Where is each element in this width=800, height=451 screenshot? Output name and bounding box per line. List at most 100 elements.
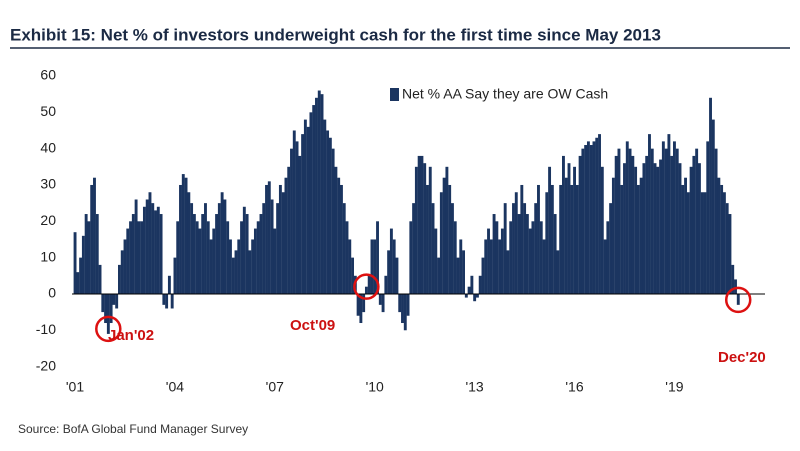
bar	[145, 199, 149, 294]
bar	[573, 166, 576, 294]
bar	[198, 228, 202, 294]
bar	[703, 192, 707, 294]
bar	[412, 203, 416, 294]
bar	[234, 250, 238, 294]
bar	[495, 221, 499, 294]
bar	[664, 148, 668, 294]
bar	[567, 163, 571, 294]
bar	[542, 239, 546, 294]
bar	[459, 239, 463, 294]
bar	[451, 203, 454, 294]
bar	[506, 250, 510, 294]
bar	[367, 275, 371, 294]
bar	[448, 184, 452, 294]
bar	[281, 192, 285, 294]
bar	[301, 134, 305, 294]
bar	[562, 155, 565, 294]
bar	[409, 221, 413, 294]
bar	[298, 155, 302, 294]
bar	[79, 257, 83, 294]
bar	[334, 166, 338, 294]
bar	[93, 177, 96, 294]
bar	[434, 228, 438, 294]
bar	[417, 155, 421, 294]
legend-swatch	[390, 88, 399, 101]
bar	[392, 239, 396, 294]
bar	[206, 221, 210, 294]
bar	[129, 221, 132, 294]
bar	[373, 239, 377, 294]
legend-label: Net % AA Say they are OW Cash	[402, 86, 608, 102]
annotation: Dec'20	[718, 349, 766, 366]
bar	[528, 228, 532, 294]
bar	[420, 155, 424, 294]
bar	[320, 94, 324, 294]
bar	[104, 293, 108, 324]
bar	[87, 221, 91, 294]
bar	[229, 239, 232, 294]
bar	[673, 141, 676, 294]
bar	[595, 137, 599, 294]
bar	[636, 184, 640, 294]
bar	[736, 293, 740, 305]
bar	[303, 119, 307, 294]
bar	[342, 203, 346, 294]
bar	[684, 177, 687, 294]
bar	[697, 163, 701, 294]
bar	[140, 221, 144, 294]
bar	[484, 239, 488, 294]
annotation: Jan'02	[108, 327, 154, 344]
bar	[73, 232, 77, 294]
bar	[620, 184, 624, 294]
bar	[95, 214, 99, 294]
y-tick-label: 40	[40, 139, 56, 155]
bar	[512, 203, 515, 294]
bar	[653, 163, 657, 294]
bar	[556, 250, 560, 294]
bar	[517, 214, 521, 294]
bar	[406, 293, 410, 316]
bar	[600, 166, 604, 294]
bar	[267, 181, 271, 294]
bar	[514, 192, 518, 294]
bar	[725, 203, 729, 294]
bar	[453, 221, 457, 294]
bar	[331, 148, 335, 294]
bar	[614, 155, 618, 294]
bar	[689, 166, 693, 294]
bar	[470, 275, 474, 294]
bar	[167, 275, 171, 294]
bar	[181, 174, 185, 294]
bar	[423, 163, 427, 294]
bar	[109, 293, 113, 324]
bar	[387, 250, 391, 294]
bar	[667, 134, 671, 294]
bar	[240, 221, 243, 294]
bar	[90, 184, 94, 294]
bar	[170, 293, 174, 309]
bar	[537, 184, 540, 294]
bar	[192, 214, 196, 294]
bar	[179, 184, 182, 294]
annotation: Oct'09	[290, 317, 335, 334]
bar	[317, 90, 321, 294]
bar	[359, 293, 363, 324]
bar	[609, 203, 613, 294]
bar	[570, 184, 574, 294]
bar	[578, 155, 582, 294]
bar	[426, 184, 429, 294]
bar	[714, 148, 718, 294]
bar	[467, 286, 471, 294]
bar	[262, 203, 266, 294]
bar	[617, 148, 621, 294]
bar	[442, 177, 446, 294]
bar	[475, 293, 479, 298]
bar	[137, 221, 141, 294]
bar	[270, 199, 274, 294]
bar	[326, 130, 330, 294]
bar	[670, 155, 674, 294]
chart-title: Exhibit 15: Net % of investors underweig…	[10, 25, 661, 44]
bar	[148, 192, 152, 294]
bar	[231, 257, 235, 294]
